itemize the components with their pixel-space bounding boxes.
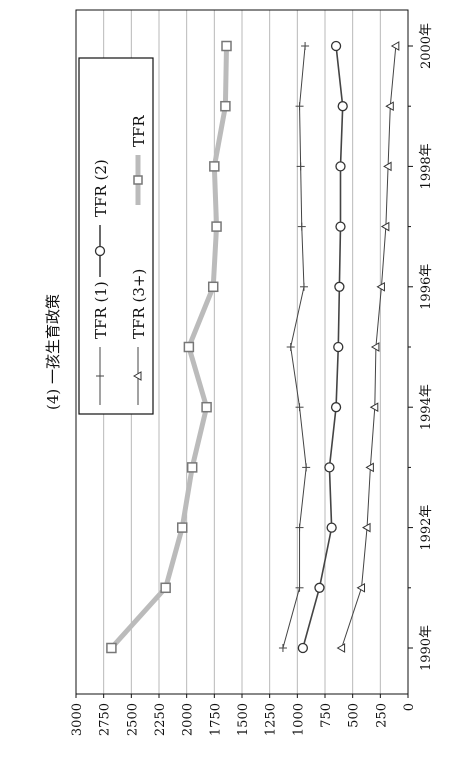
y-tick-label: 3000: [70, 703, 85, 736]
y-tick-label: 1250: [264, 703, 279, 736]
legend-label: TFR (3+): [130, 269, 148, 339]
series-point-marker: [370, 342, 380, 352]
series-2: [336, 41, 400, 653]
x-tick-label: 1994年: [419, 384, 434, 430]
series-point-marker: [362, 522, 371, 533]
series-point-marker: [106, 642, 117, 654]
legend-marker: [133, 175, 143, 185]
legend-label: TFR: [130, 115, 148, 147]
series-0: [278, 42, 311, 652]
series-point-marker: [333, 341, 344, 353]
legend-marker: [132, 371, 142, 381]
x-tick-label: 1990年: [419, 625, 434, 671]
y-tick-label: 1000: [291, 703, 306, 736]
series-point-marker: [380, 221, 390, 232]
y-tick-label: 1500: [236, 703, 251, 736]
x-tick-label: 1998年: [419, 143, 434, 189]
series-point-marker: [297, 642, 309, 654]
series-point-marker: [369, 402, 379, 413]
y-tick-label: 2750: [98, 703, 113, 736]
series-point-marker: [324, 462, 335, 473]
x-tick-label: 1996年: [419, 264, 434, 310]
y-axis: 0 250 500 750 1000 1250 1500 1750 2000 2250 2500 27…: [70, 694, 417, 736]
series-point-marker: [183, 341, 195, 353]
x-tick-label: 2000年: [419, 23, 434, 69]
series-point-marker: [356, 582, 366, 593]
y-tick-label: 250: [374, 703, 389, 728]
series-point-marker: [211, 221, 222, 232]
series-point-marker: [365, 462, 374, 473]
legend-label: TFR (1): [92, 281, 110, 339]
series-point-marker: [385, 101, 394, 112]
legend: TFR (1) TFR (3+) TFR (2) TFR: [78, 57, 154, 415]
y-tick-label: 750: [319, 703, 334, 728]
series-point-marker: [186, 462, 198, 473]
x-axis: 1990年 1992年 1994年 1996年 1998年 2000年: [408, 23, 434, 671]
x-tick-label: 1992年: [419, 505, 434, 551]
series-point-marker: [326, 522, 337, 533]
legend-marker: [94, 245, 106, 257]
series-point-marker: [335, 161, 346, 172]
series-point-marker: [376, 281, 385, 292]
series-point-marker: [337, 101, 348, 112]
y-tick-label: 2500: [125, 703, 140, 736]
series-layer: [106, 40, 400, 654]
series-point-marker: [390, 41, 400, 51]
series-line: [341, 45, 397, 649]
y-tick-label: 500: [347, 703, 362, 728]
series-point-marker: [176, 522, 188, 533]
y-tick-label: 1750: [208, 703, 223, 736]
series-point-marker: [330, 40, 342, 52]
series-point-marker: [201, 401, 212, 413]
series-point-marker: [335, 221, 346, 232]
y-tick-label: 0: [402, 703, 417, 711]
series-1: [297, 40, 348, 654]
y-tick-label: 2250: [153, 703, 168, 736]
chart-title: (4) 一孩生育政策: [44, 294, 62, 410]
legend-box: [78, 57, 154, 415]
series-point-marker: [160, 582, 171, 594]
series-point-marker: [336, 643, 346, 653]
series-point-marker: [220, 100, 231, 112]
legend-label: TFR (2): [92, 159, 110, 217]
series-point-marker: [383, 161, 392, 172]
series-point-marker: [334, 281, 345, 292]
series-point-marker: [314, 582, 325, 593]
series-point-marker: [207, 281, 219, 293]
series-3: [106, 40, 232, 654]
y-tick-label: 2000: [181, 703, 196, 736]
series-point-marker: [209, 161, 220, 172]
series-point-marker: [330, 402, 342, 413]
series-point-marker: [221, 40, 232, 52]
